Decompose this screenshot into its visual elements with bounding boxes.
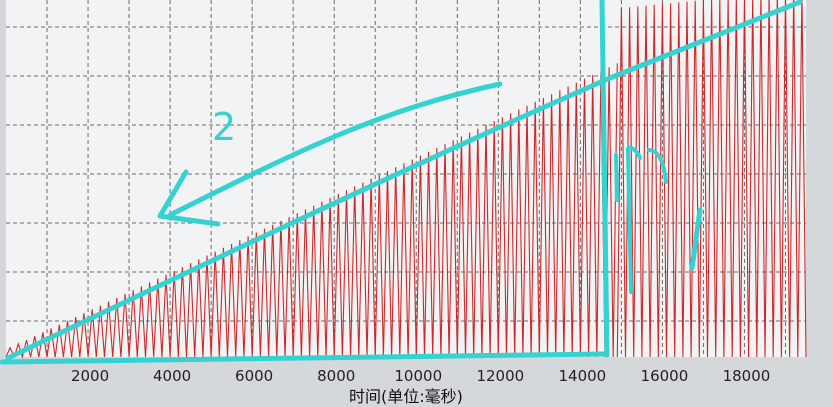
- annotation-arrow-2-shaft: [167, 81, 503, 218]
- annotation-arrow-1-stroke-c: [614, 153, 619, 202]
- annotations: 2: [0, 0, 803, 365]
- x-tick-label: 16000: [641, 367, 689, 385]
- x-tick-label: 18000: [723, 367, 771, 385]
- annotation-arrow-2-head: [157, 169, 221, 227]
- annotation-arrow-1-stroke-a: [626, 145, 642, 294]
- annotation-envelope-line: [5, 0, 803, 361]
- annotation-label-2: 2: [212, 105, 236, 149]
- annotation-divider: [599, 0, 610, 358]
- x-axis-label: 时间(单位:毫秒): [349, 387, 463, 406]
- x-tick-label: 8000: [317, 367, 355, 385]
- x-tick-label: 2000: [71, 367, 109, 385]
- annotation-arrow-1-stroke-b: [647, 148, 668, 184]
- waveform-segment-2: [616, 0, 807, 358]
- annotation-one-mark: [689, 207, 703, 271]
- annotation-baseline: [0, 351, 608, 365]
- x-tick-labels: 2000 4000 6000 8000 10000 12000 14000 16000 1800…: [71, 367, 770, 385]
- x-tick-label: 12000: [476, 367, 524, 385]
- x-tick-label: 6000: [235, 367, 273, 385]
- x-tick-label: 10000: [394, 367, 442, 385]
- x-tick-label: 14000: [558, 367, 606, 385]
- x-tick-label: 4000: [153, 367, 191, 385]
